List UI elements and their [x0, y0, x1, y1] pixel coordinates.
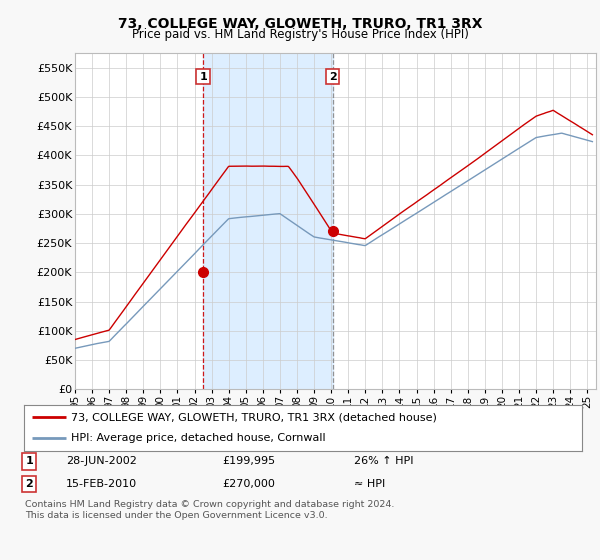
Text: 26% ↑ HPI: 26% ↑ HPI — [354, 456, 413, 466]
Text: Contains HM Land Registry data © Crown copyright and database right 2024.
This d: Contains HM Land Registry data © Crown c… — [25, 500, 395, 520]
Text: 15-FEB-2010: 15-FEB-2010 — [66, 479, 137, 489]
Text: 28-JUN-2002: 28-JUN-2002 — [66, 456, 137, 466]
Text: 73, COLLEGE WAY, GLOWETH, TRURO, TR1 3RX (detached house): 73, COLLEGE WAY, GLOWETH, TRURO, TR1 3RX… — [71, 412, 437, 422]
Text: HPI: Average price, detached house, Cornwall: HPI: Average price, detached house, Corn… — [71, 433, 326, 444]
Text: Price paid vs. HM Land Registry's House Price Index (HPI): Price paid vs. HM Land Registry's House … — [131, 28, 469, 41]
Text: £199,995: £199,995 — [222, 456, 275, 466]
Text: 2: 2 — [25, 479, 33, 489]
Text: 1: 1 — [25, 456, 33, 466]
Text: ≈ HPI: ≈ HPI — [354, 479, 385, 489]
Text: 73, COLLEGE WAY, GLOWETH, TRURO, TR1 3RX: 73, COLLEGE WAY, GLOWETH, TRURO, TR1 3RX — [118, 17, 482, 31]
Bar — [203, 53, 333, 389]
Text: 1: 1 — [199, 72, 207, 82]
Text: 2: 2 — [329, 72, 337, 82]
Text: £270,000: £270,000 — [222, 479, 275, 489]
